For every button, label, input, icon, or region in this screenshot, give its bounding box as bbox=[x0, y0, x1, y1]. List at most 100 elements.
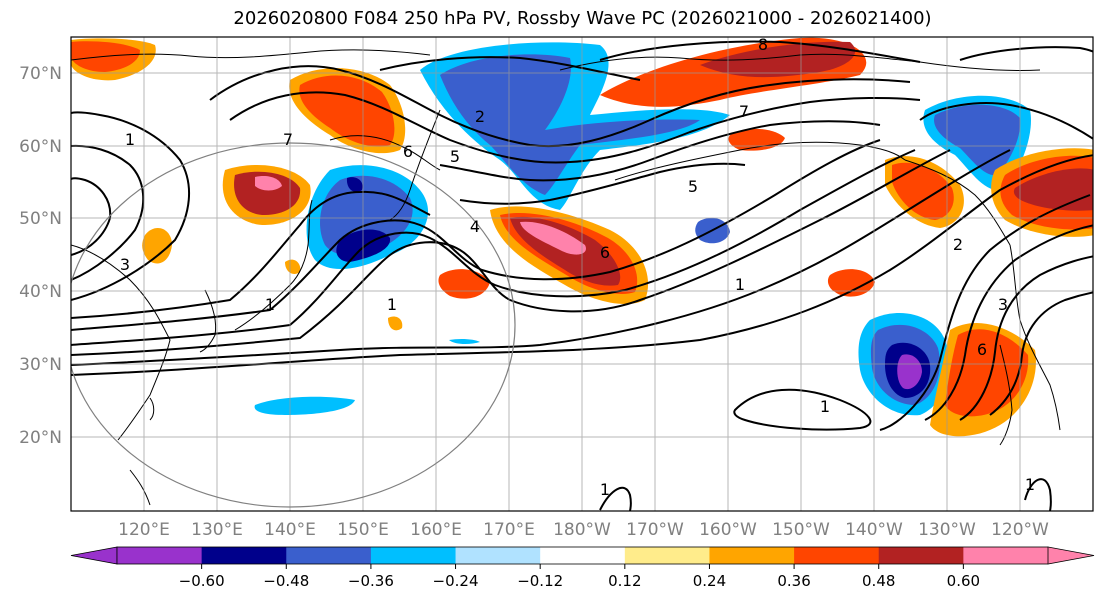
lon-label: 160°W bbox=[699, 520, 757, 540]
contour-label: 4 bbox=[470, 217, 480, 236]
contour-label: 3 bbox=[120, 255, 130, 274]
reference-circle bbox=[71, 142, 516, 508]
pv-contour bbox=[71, 111, 191, 301]
colorbar-outline bbox=[116, 546, 1049, 565]
colorbar-extend-low bbox=[70, 546, 118, 565]
lon-label: 140°E bbox=[264, 520, 316, 540]
lat-label: 30°N bbox=[19, 355, 62, 375]
contour-label: 8 bbox=[758, 35, 768, 54]
colorbar-swatch bbox=[709, 547, 795, 564]
pv-contour bbox=[71, 149, 951, 356]
pos-anomaly-arctic-core bbox=[700, 41, 856, 78]
colorbar-swatch bbox=[878, 547, 964, 564]
pos-anomaly-small-b bbox=[285, 259, 301, 274]
colorbar-swatch bbox=[370, 547, 457, 564]
lon-label: 130°W bbox=[918, 520, 976, 540]
lat-label: 40°N bbox=[19, 282, 62, 302]
lon-label: 170°W bbox=[626, 520, 684, 540]
coast-kamchatka bbox=[389, 109, 441, 221]
colorbar-swatch bbox=[963, 547, 1049, 564]
pv-contour bbox=[439, 120, 881, 182]
colorbar-swatch bbox=[455, 547, 541, 564]
pos-anomaly-central-pacific-peak bbox=[520, 221, 586, 255]
contour-label: 2 bbox=[953, 235, 963, 254]
coast-okhotsk bbox=[329, 135, 441, 171]
coastlines bbox=[71, 49, 1061, 506]
pv-contour bbox=[733, 388, 872, 431]
lat-label: 50°N bbox=[19, 209, 62, 229]
pv-contour bbox=[924, 224, 1093, 421]
lat-label: 60°N bbox=[19, 137, 62, 157]
pv-contour bbox=[989, 291, 1093, 416]
lon-label: 120°E bbox=[118, 520, 170, 540]
contour-label: 1 bbox=[735, 275, 745, 294]
pv-contour bbox=[229, 91, 921, 164]
contour-label: 1 bbox=[600, 480, 610, 499]
coast-philippines bbox=[129, 469, 151, 506]
contour-label: 5 bbox=[450, 147, 460, 166]
colorbar-extend-high bbox=[1047, 546, 1095, 565]
anomaly-shading bbox=[71, 37, 1093, 437]
lon-label: 180°W bbox=[553, 520, 611, 540]
colorbar-swatch bbox=[201, 547, 287, 564]
colorbar-tick-label: 0.24 bbox=[693, 572, 726, 590]
pv-contour bbox=[879, 194, 1091, 431]
neg-anomaly-gulf-alaska-core bbox=[934, 104, 1021, 176]
coast-alaska-sw bbox=[614, 141, 906, 181]
pv-contour bbox=[1024, 478, 1052, 511]
pv-contour bbox=[71, 190, 431, 319]
coast-arctic bbox=[559, 53, 1041, 72]
colorbar-tick-label: 0.60 bbox=[947, 572, 980, 590]
colorbar-swatch bbox=[794, 547, 880, 564]
lat-label: 70°N bbox=[19, 64, 62, 84]
coast-na-west bbox=[1009, 244, 1061, 431]
lon-label: 140°W bbox=[845, 520, 903, 540]
contour-label: 1 bbox=[125, 130, 135, 149]
neg-anomaly-small-2 bbox=[254, 396, 355, 415]
neg-anomaly-bering-core bbox=[440, 54, 700, 195]
pv-contour bbox=[71, 154, 1093, 376]
colorbar-tick-label: 0.36 bbox=[777, 572, 810, 590]
pos-anomaly-china bbox=[142, 227, 172, 264]
pos-anomaly-west-canada-inner bbox=[1013, 168, 1093, 211]
neg-anomaly-small-3 bbox=[449, 338, 480, 345]
lon-label: 150°W bbox=[772, 520, 830, 540]
contour-label: 6 bbox=[403, 142, 413, 161]
neg-anomaly-asia-small bbox=[346, 177, 363, 192]
colorbar-tick-label: −0.12 bbox=[517, 572, 563, 590]
contour-label: 2 bbox=[475, 107, 485, 126]
contour-label: 7 bbox=[739, 102, 749, 121]
colorbar: −0.60 −0.48 −0.36 −0.24 −0.12 0.12 0.24 0.36 0.4… bbox=[70, 546, 1095, 590]
pos-anomaly-small-a bbox=[388, 316, 403, 331]
map-frame bbox=[70, 36, 1094, 512]
pv-contour bbox=[71, 149, 1011, 366]
lon-label: 170°E bbox=[483, 520, 535, 540]
coast-korea bbox=[199, 289, 217, 353]
colorbar-swatch bbox=[540, 547, 626, 564]
colorbar-tick-label: 0.12 bbox=[608, 572, 641, 590]
pv-contour bbox=[959, 255, 1093, 421]
contour-label: 3 bbox=[998, 295, 1008, 314]
colorbar-swatch bbox=[286, 547, 372, 564]
contour-label: 7 bbox=[283, 130, 293, 149]
colorbar-swatch bbox=[624, 547, 710, 564]
contour-label: 1 bbox=[1025, 475, 1035, 494]
lon-label: 130°E bbox=[191, 520, 243, 540]
neg-anomaly-subtropical-peak bbox=[897, 354, 922, 390]
pos-anomaly-nw-canada-core bbox=[892, 162, 954, 220]
lon-label: 150°E bbox=[337, 520, 389, 540]
pv-contour bbox=[919, 102, 1093, 140]
contour-label: 1 bbox=[820, 397, 830, 416]
coast-asia-east bbox=[71, 244, 171, 441]
coast-siberia bbox=[71, 49, 431, 61]
coast-taiwan bbox=[149, 397, 155, 421]
pv-contour bbox=[209, 65, 911, 148]
contour-label: 1 bbox=[265, 295, 275, 314]
chart-title: 2026020800 F084 250 hPa PV, Rossby Wave … bbox=[233, 8, 932, 29]
lon-label: 160°E bbox=[410, 520, 462, 540]
pv-contour bbox=[71, 139, 881, 331]
colorbar-tick-label: −0.60 bbox=[179, 572, 225, 590]
contour-label: 1 bbox=[387, 295, 397, 314]
colorbar-swatch bbox=[117, 547, 203, 564]
